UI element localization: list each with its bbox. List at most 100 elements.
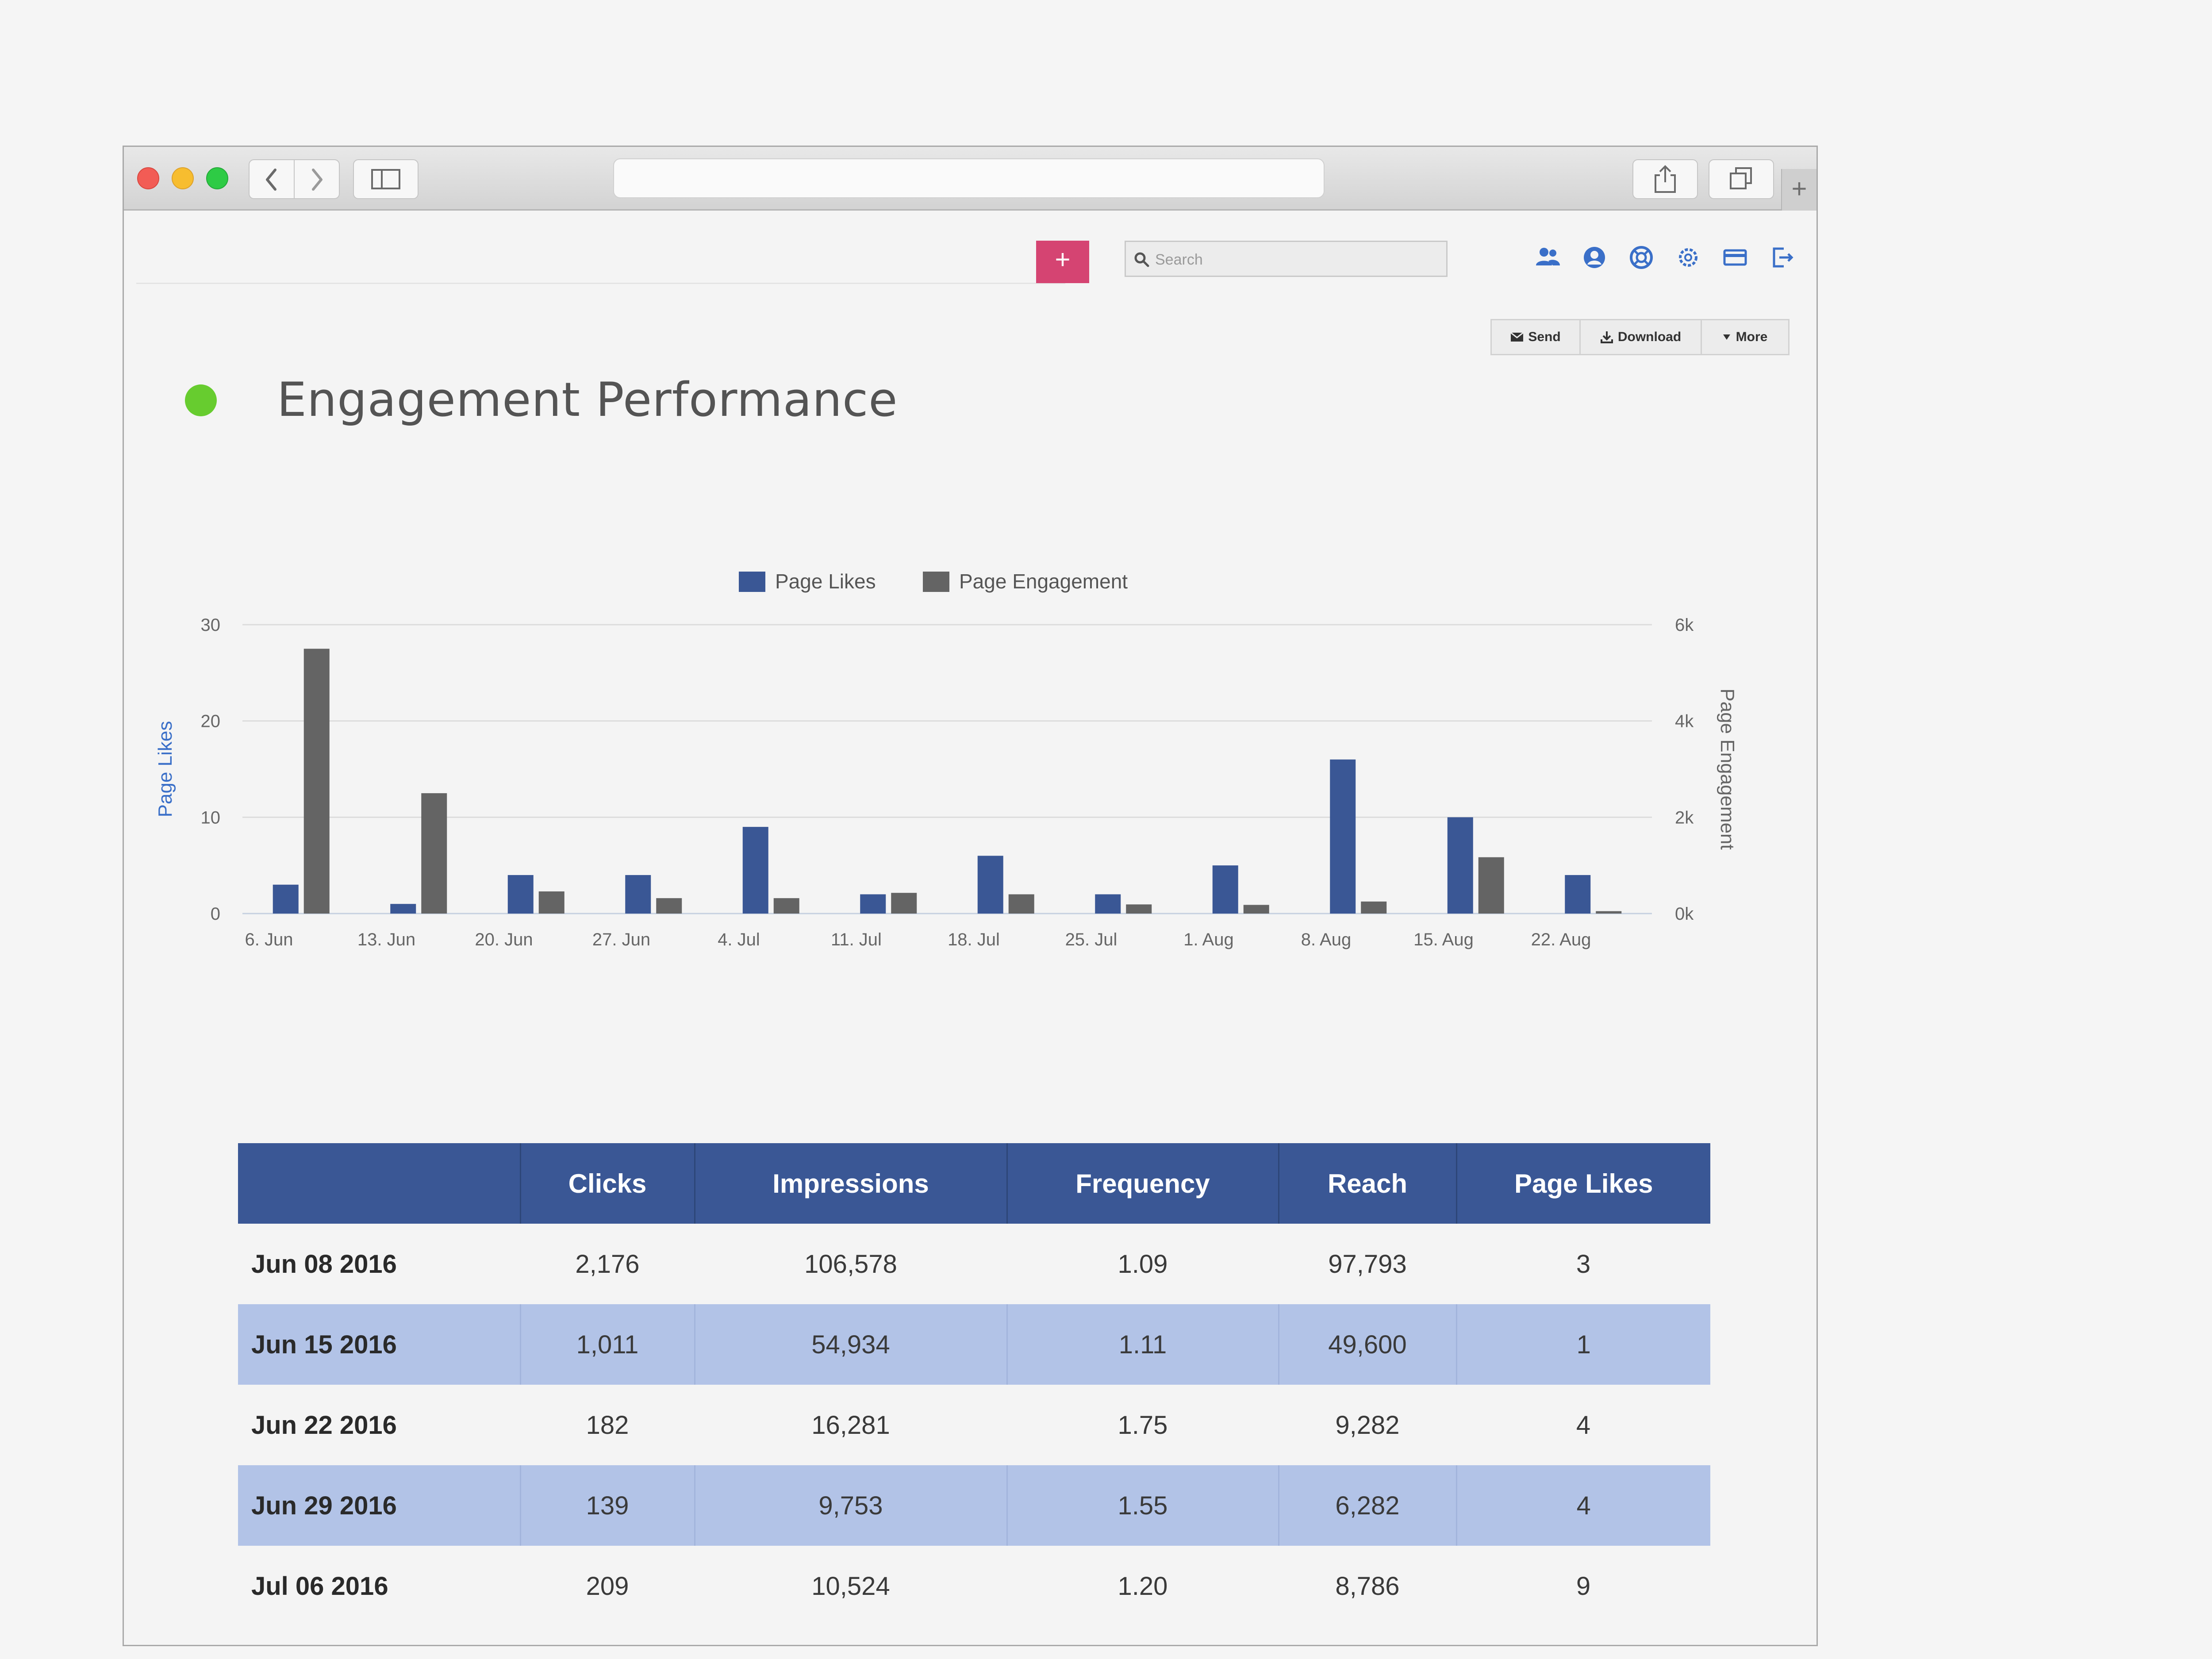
- cell-clicks: 1,011: [520, 1304, 695, 1385]
- y2-tick-label: 6k: [1675, 615, 1694, 635]
- bar-page-likes: [1447, 817, 1473, 914]
- y-tick-label: 10: [201, 808, 221, 827]
- cell-frequency: 1.75: [1118, 1410, 1168, 1440]
- cell-frequency: 1.20: [1118, 1571, 1168, 1601]
- close-window-button[interactable]: [137, 167, 159, 189]
- bar-page-engagement: [1478, 857, 1504, 914]
- chevron-right-icon: [312, 169, 323, 191]
- header-reach[interactable]: Reach: [1279, 1143, 1457, 1224]
- send-button[interactable]: Send: [1492, 320, 1579, 354]
- x-tick-label: 6. Jun: [245, 930, 293, 949]
- header-clicks[interactable]: Clicks: [520, 1143, 695, 1224]
- send-label: Send: [1528, 330, 1561, 344]
- cell-date: Jun 15 2016: [238, 1304, 521, 1385]
- status-indicator: [185, 384, 217, 416]
- y-tick-label: 30: [201, 615, 221, 635]
- legend-label-page-engagement: Page Engagement: [959, 570, 1128, 593]
- x-tick-label: 20. Jun: [475, 930, 533, 949]
- bar-page-engagement: [773, 898, 799, 914]
- cell-clicks: 182: [586, 1410, 629, 1440]
- bar-page-engagement: [891, 893, 917, 914]
- page-title: Engagement Performance: [277, 373, 898, 427]
- table-row: Jun 08 2016 2,176 106,578 1.09 97,793 3: [238, 1224, 1710, 1304]
- header-divider: [136, 283, 1065, 284]
- cell-reach: 97,793: [1328, 1249, 1407, 1279]
- tabs-overview-button[interactable]: [1709, 159, 1774, 199]
- cell-date: Jun 22 2016: [251, 1410, 397, 1440]
- search-box[interactable]: [1125, 241, 1448, 277]
- zoom-window-button[interactable]: [206, 167, 228, 189]
- x-tick-label: 8. Aug: [1301, 930, 1351, 949]
- envelope-icon: [1510, 332, 1524, 342]
- share-button[interactable]: [1632, 159, 1698, 199]
- back-button[interactable]: [249, 159, 295, 199]
- tabs-icon: [1730, 167, 1752, 189]
- more-label: More: [1736, 330, 1768, 344]
- download-icon: [1600, 331, 1613, 343]
- cell-clicks: 139: [520, 1465, 695, 1546]
- cell-frequency: 1.09: [1118, 1249, 1168, 1279]
- logout-icon[interactable]: [1769, 244, 1795, 271]
- x-tick-label: 4. Jul: [718, 930, 760, 949]
- bar-page-likes: [1330, 759, 1356, 914]
- bar-page-engagement: [1243, 905, 1269, 914]
- forward-button[interactable]: [294, 159, 340, 199]
- cell-page-likes: 4: [1456, 1465, 1710, 1546]
- cell-reach: 8,786: [1335, 1571, 1400, 1601]
- bar-page-likes: [1212, 865, 1238, 914]
- metrics-table: Clicks Impressions Frequency Reach Page …: [238, 1143, 1710, 1626]
- cell-page-likes: 1: [1456, 1304, 1710, 1385]
- x-tick-label: 15. Aug: [1413, 930, 1474, 949]
- header-page-likes[interactable]: Page Likes: [1456, 1143, 1710, 1224]
- x-tick-label: 1. Aug: [1183, 930, 1233, 949]
- x-tick-label: 18. Jul: [948, 930, 1000, 949]
- account-icon[interactable]: [1581, 244, 1608, 271]
- y-tick-label: 0: [211, 904, 220, 924]
- new-tab-button[interactable]: +: [1781, 169, 1816, 211]
- cell-page-likes: 4: [1576, 1410, 1591, 1440]
- browser-titlebar: +: [124, 147, 1816, 211]
- minimize-window-button[interactable]: [172, 167, 194, 189]
- add-button[interactable]: +: [1036, 241, 1089, 283]
- cell-date: Jun 29 2016: [238, 1465, 521, 1546]
- users-icon[interactable]: [1534, 244, 1561, 271]
- cell-clicks: 209: [586, 1571, 629, 1601]
- header-frequency[interactable]: Frequency: [1007, 1143, 1279, 1224]
- bar-page-likes: [390, 904, 416, 914]
- cell-page-likes: 9: [1576, 1571, 1591, 1601]
- download-button[interactable]: Download: [1579, 320, 1701, 354]
- bar-page-likes: [625, 875, 651, 914]
- header-date[interactable]: [238, 1143, 521, 1224]
- bar-page-engagement: [1126, 904, 1152, 914]
- legend-swatch-page-likes: [739, 572, 765, 592]
- bar-page-likes: [742, 827, 768, 914]
- bar-page-engagement: [1596, 911, 1622, 914]
- help-icon[interactable]: [1628, 244, 1655, 271]
- y2-tick-label: 4k: [1675, 712, 1694, 731]
- billing-icon[interactable]: [1722, 244, 1748, 271]
- table-header-row: Clicks Impressions Frequency Reach Page …: [238, 1143, 1710, 1224]
- bar-page-likes: [977, 856, 1003, 914]
- share-icon: [1655, 165, 1676, 193]
- cell-frequency: 1.55: [1007, 1465, 1279, 1546]
- x-tick-label: 27. Jun: [592, 930, 650, 949]
- sidebar-toggle-button[interactable]: [353, 159, 419, 199]
- table-row: Jun 29 2016 139 9,753 1.55 6,282 4: [238, 1465, 1710, 1546]
- y2-tick-label: 0k: [1675, 904, 1694, 924]
- bar-page-engagement: [421, 793, 447, 914]
- engagement-chart: 0 0k 10 2k 20 4k 30 6k 6. Jun 13. Jun 20. Jun 27. J…: [154, 570, 1738, 949]
- bar-page-engagement: [1361, 901, 1387, 914]
- chevron-left-icon: [266, 169, 276, 191]
- x-tick-label: 11. Jul: [831, 930, 882, 949]
- y2-axis-title: Page Engagement: [1717, 688, 1738, 850]
- address-bar[interactable]: [613, 158, 1325, 198]
- search-input[interactable]: [1154, 248, 1439, 271]
- settings-icon[interactable]: [1675, 244, 1701, 271]
- cell-impressions: 16,281: [811, 1410, 890, 1440]
- legend-label-page-likes: Page Likes: [775, 570, 876, 593]
- more-button[interactable]: More: [1701, 320, 1788, 354]
- table-row: Jun 22 2016 182 16,281 1.75 9,282 4: [238, 1385, 1710, 1465]
- cell-date: Jul 06 2016: [251, 1571, 388, 1601]
- header-impressions[interactable]: Impressions: [695, 1143, 1008, 1224]
- cell-reach: 49,600: [1279, 1304, 1457, 1385]
